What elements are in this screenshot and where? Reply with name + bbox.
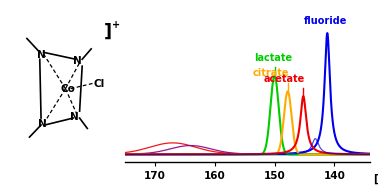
Text: acetate: acetate	[263, 74, 305, 84]
Text: Co: Co	[61, 84, 76, 94]
Text: N: N	[70, 112, 79, 122]
Text: [ppm]: [ppm]	[373, 174, 378, 184]
Text: N: N	[73, 56, 81, 66]
Text: lactate: lactate	[254, 53, 293, 63]
Text: N: N	[38, 119, 46, 129]
Text: Cl: Cl	[94, 79, 105, 89]
Text: fluoride: fluoride	[304, 16, 347, 26]
Text: N: N	[37, 49, 45, 60]
Text: citrate: citrate	[253, 68, 290, 78]
Text: ]: ]	[104, 23, 112, 41]
Text: +: +	[112, 20, 120, 30]
